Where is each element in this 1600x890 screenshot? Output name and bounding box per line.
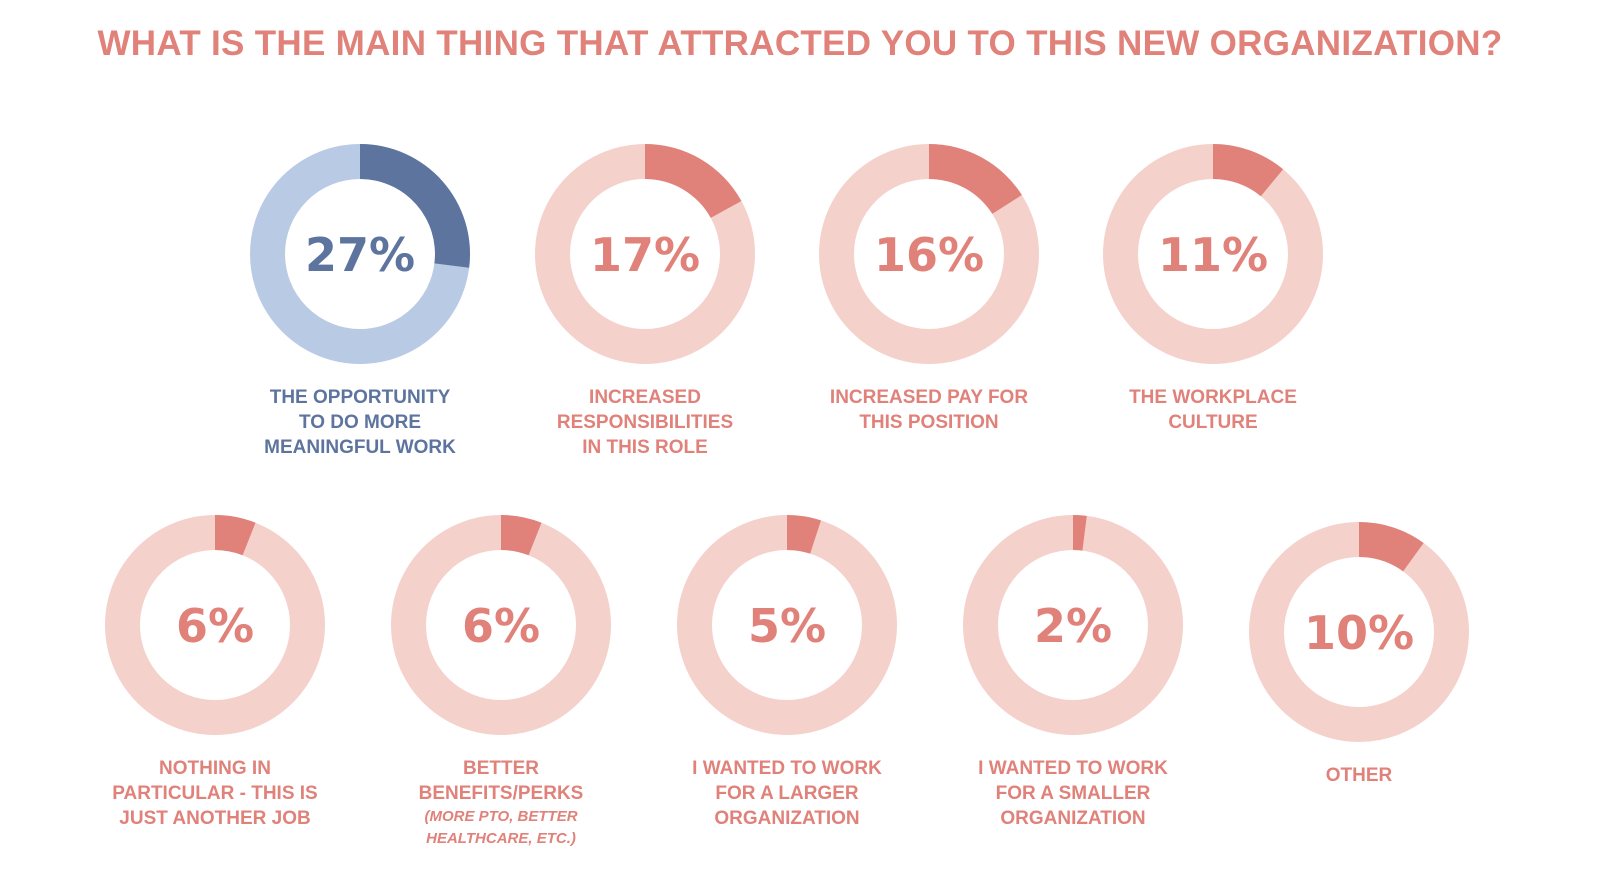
category-label-line: OTHER (1325, 765, 1393, 786)
donut-item: 6% NOTHING IN PARTICULAR - THIS IS JUST ANO… (85, 510, 345, 831)
donut-segment (1213, 144, 1284, 197)
category-label-line: I WANTED TO WORK (978, 758, 1168, 779)
donut-segment (645, 144, 742, 218)
donut-item: 27% THE OPPORTUNITY TO DO MORE MEANINGFUL W… (230, 139, 490, 460)
data-label: 6% (176, 599, 254, 653)
data-label: 6% (462, 599, 540, 653)
donut-chart: 11% (1103, 144, 1323, 364)
donut-chart: 5% (677, 515, 897, 735)
category-label: I WANTED TO WORK FOR A LARGER ORGANIZATION (657, 756, 917, 831)
donut-item: 6% BETTER BENEFITS/PERKS (MORE PTO, BETTER H… (371, 510, 631, 850)
category-label-line: ORGANIZATION (714, 808, 860, 829)
data-label: 16% (874, 228, 984, 282)
donut-item: 11% THE WORKPLACE CULTURE (1083, 139, 1343, 435)
category-label-line: INCREASED PAY FOR (829, 387, 1029, 408)
data-label: 17% (590, 228, 700, 282)
category-label-line: ORGANIZATION (1000, 808, 1146, 829)
donut-item: 16% INCREASED PAY FOR THIS POSITION (799, 139, 1059, 435)
data-label: 27% (305, 228, 415, 282)
category-label: NOTHING IN PARTICULAR - THIS IS JUST ANOTH… (85, 756, 345, 831)
donut-chart: 17% (535, 144, 755, 364)
category-label: THE OPPORTUNITY TO DO MORE MEANINGFUL WORK (230, 385, 490, 460)
category-label: OTHER (1229, 763, 1489, 788)
category-label-line: RESPONSIBILITIES (556, 412, 734, 433)
category-label-line: THIS POSITION (859, 412, 999, 433)
category-label-line: INCREASED (589, 387, 701, 408)
category-label: I WANTED TO WORK FOR A SMALLER ORGANIZATIO… (943, 756, 1203, 831)
donut-item: 5% I WANTED TO WORK FOR A LARGER ORGANIZATI… (657, 510, 917, 831)
category-note-line: (MORE PTO, BETTER (424, 808, 578, 825)
category-label-line: THE WORKPLACE (1129, 387, 1297, 408)
data-label: 2% (1034, 599, 1112, 653)
donut-chart: 16% (819, 144, 1039, 364)
donut-item: 2% I WANTED TO WORK FOR A SMALLER ORGANIZAT… (943, 510, 1203, 831)
donut-item: 10% OTHER (1229, 517, 1489, 788)
donut-chart: 10% (1249, 522, 1469, 742)
donut-chart: 6% (105, 515, 325, 735)
data-label: 5% (748, 599, 826, 653)
donut-chart: 27% (250, 144, 470, 364)
category-label-line: TO DO MORE (298, 412, 422, 433)
category-label: INCREASED PAY FOR THIS POSITION (799, 385, 1059, 435)
donut-segment (501, 515, 542, 556)
category-label-line: FOR A SMALLER (995, 783, 1151, 804)
category-label-line: FOR A LARGER (715, 783, 859, 804)
donut-segment (215, 515, 256, 556)
category-label-line: IN THIS ROLE (582, 437, 708, 458)
category-label-line: MEANINGFUL WORK (264, 437, 456, 458)
donut-segment (1073, 515, 1087, 551)
category-label-line: PARTICULAR - THIS IS (112, 783, 318, 804)
category-label-line: NOTHING IN (159, 758, 271, 779)
category-label-line: JUST ANOTHER JOB (119, 808, 311, 829)
data-label: 11% (1158, 228, 1268, 282)
chart-title: WHAT IS THE MAIN THING THAT ATTRACTED YO… (97, 24, 1503, 63)
category-label: INCREASED RESPONSIBILITIES IN THIS ROLE (515, 385, 775, 460)
category-label-line: CULTURE (1168, 412, 1258, 433)
category-label: THE WORKPLACE CULTURE (1083, 385, 1343, 435)
category-note-line: HEALTHCARE, ETC.) (426, 830, 576, 847)
category-label-line: BETTER (463, 758, 539, 779)
donut-segment (787, 515, 821, 554)
donut-item: 17% INCREASED RESPONSIBILITIES IN THIS ROLE (515, 139, 775, 460)
data-label: 10% (1304, 606, 1414, 660)
donut-segment (1359, 522, 1424, 572)
donut-chart: 2% (963, 515, 1183, 735)
category-label-line: THE OPPORTUNITY (269, 387, 451, 408)
donut-segment (929, 144, 1022, 214)
category-label: BETTER BENEFITS/PERKS (MORE PTO, BETTER HEA… (371, 756, 631, 850)
category-label-line: I WANTED TO WORK (692, 758, 882, 779)
donut-segment (360, 144, 470, 268)
category-label-line: BENEFITS/PERKS (418, 783, 584, 804)
donut-chart: 6% (391, 515, 611, 735)
